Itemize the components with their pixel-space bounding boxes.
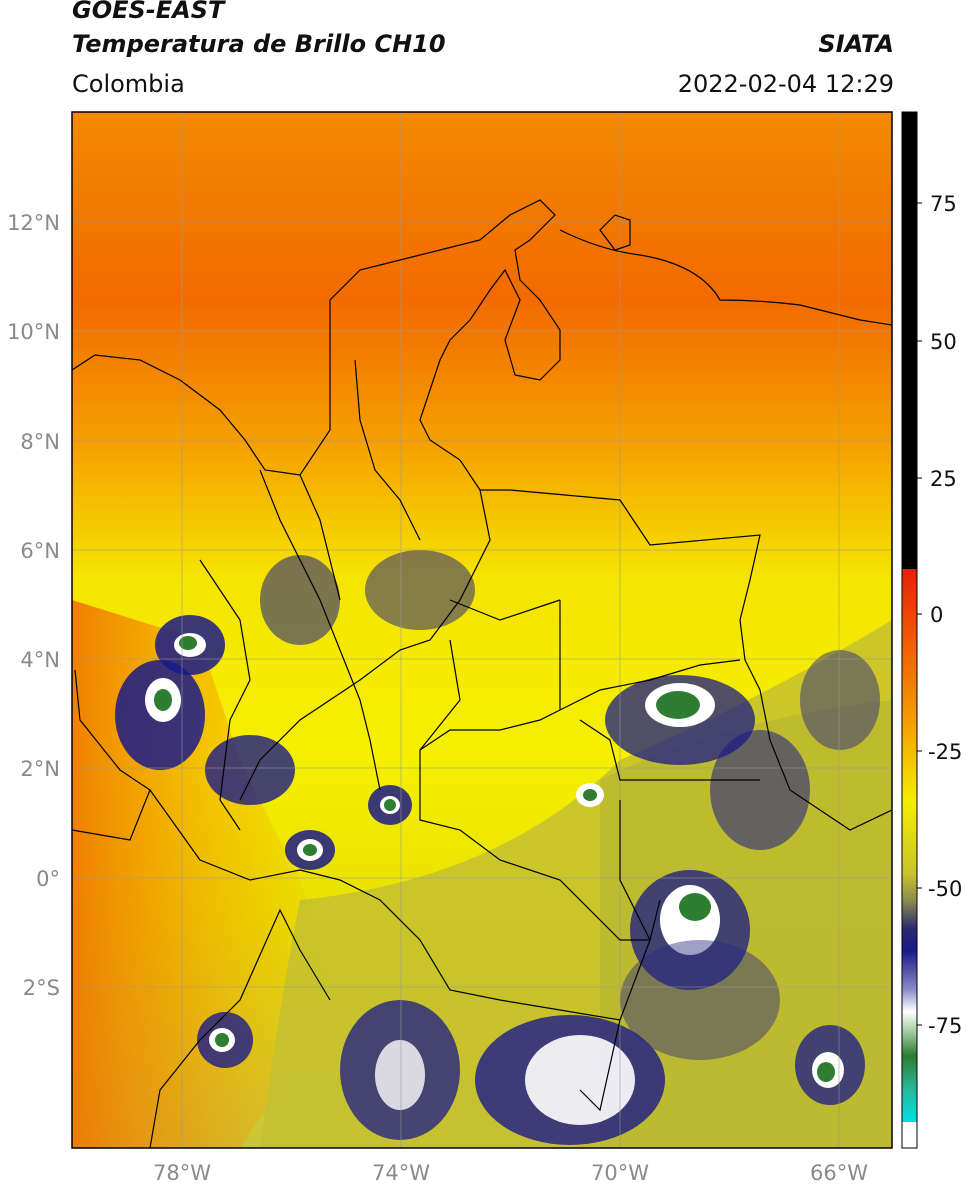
lon-label: 66°W	[810, 1161, 868, 1185]
lat-label: 2°N	[20, 757, 60, 781]
lat-label: 12°N	[7, 211, 60, 235]
colorbar-tick-label: -75	[928, 1014, 962, 1038]
lat-label: 6°N	[20, 539, 60, 563]
longitude-labels: 78°W 74°W 70°W 66°W	[153, 1161, 868, 1185]
gridlines	[72, 112, 892, 1148]
agency-label: SIATA	[818, 30, 894, 58]
region-label: Colombia	[72, 70, 185, 98]
lat-label: 0°	[36, 867, 60, 891]
lon-label: 78°W	[153, 1161, 211, 1185]
colorbar: 75 50 25 0 -25 -50 -75	[901, 111, 962, 1149]
brightness-temperature-field	[72, 112, 892, 1148]
product-title: Temperatura de Brillo CH10	[72, 30, 446, 58]
colorbar-frame	[901, 111, 918, 1149]
colorbar-tick-label: 0	[930, 603, 943, 627]
colorbar-tick-label: 50	[930, 330, 957, 354]
lon-label: 70°W	[591, 1161, 649, 1185]
colorbar-gradient	[902, 569, 917, 1122]
lat-label: 8°N	[20, 430, 60, 454]
colorbar-hot-segment	[902, 112, 917, 569]
lon-label: 74°W	[372, 1161, 430, 1185]
lat-label: 2°S	[23, 976, 60, 1000]
datetime-label: 2022-02-04 12:29	[677, 70, 894, 98]
colorbar-tick-label: 25	[930, 467, 957, 491]
colorbar-tick-label: -50	[928, 877, 962, 901]
colorbar-cold-segment	[902, 1122, 917, 1148]
political-boundaries	[72, 199, 892, 1148]
colorbar-tick-label: -25	[928, 740, 962, 764]
satellite-title: GOES-EAST	[72, 0, 225, 24]
lat-label: 10°N	[7, 320, 60, 344]
lat-label: 4°N	[20, 648, 60, 672]
colorbar-tick-label: 75	[930, 192, 957, 216]
map-frame	[71, 111, 893, 1149]
latitude-labels: 12°N 10°N 8°N 6°N 4°N 2°N 0° 2°S	[7, 211, 60, 1000]
